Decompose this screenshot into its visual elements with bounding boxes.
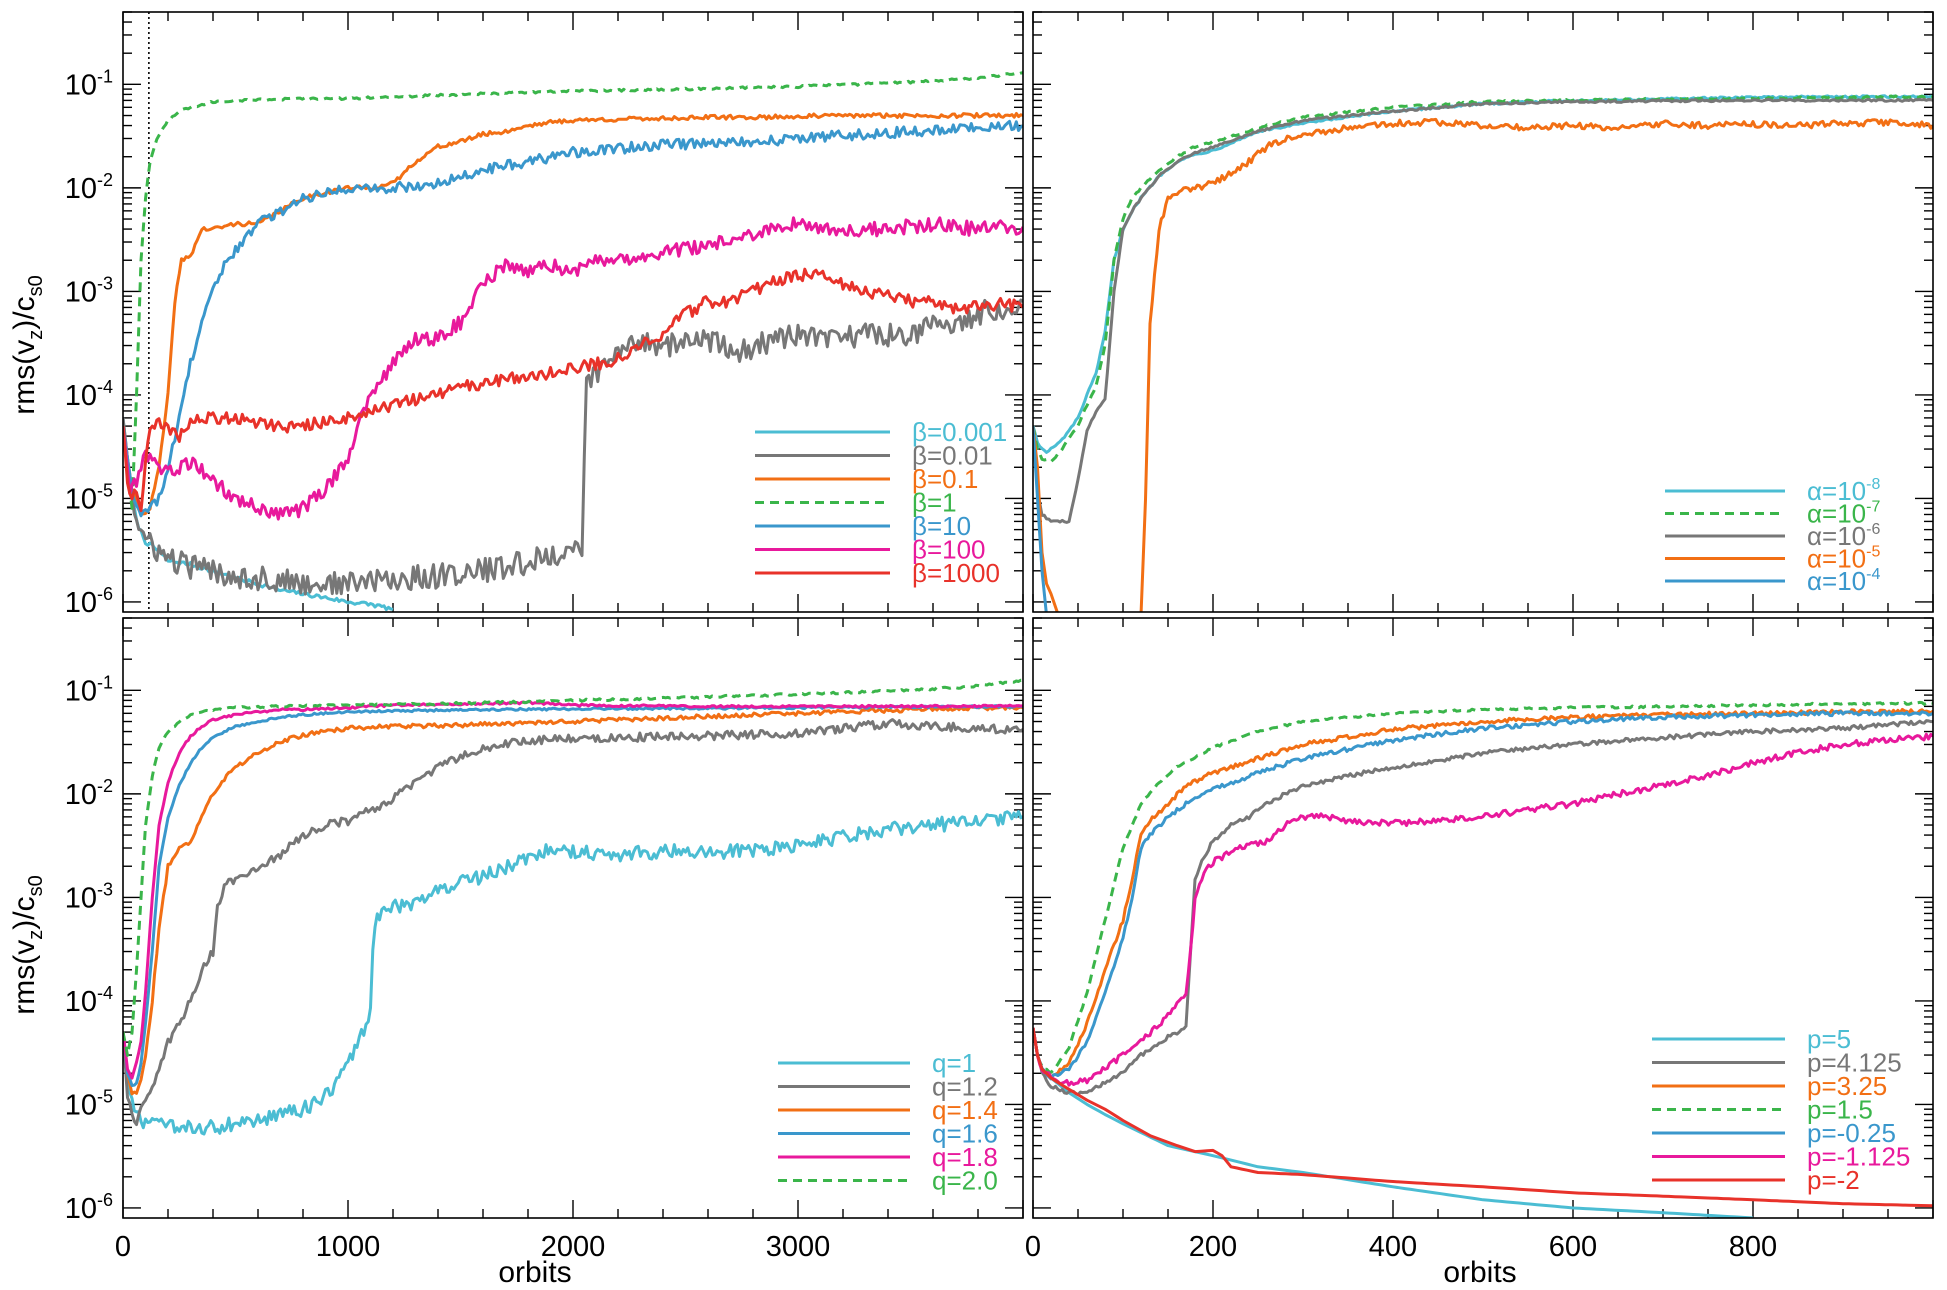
y-tick-label: 10-3: [65, 879, 113, 914]
legend-label: p=3.25: [1807, 1071, 1887, 1101]
series-line-cyan: [1033, 1027, 1754, 1218]
legend-label: q=2.0: [932, 1166, 998, 1196]
series-line-blue: [1033, 426, 1048, 612]
legend-label: p=5: [1807, 1024, 1851, 1054]
series-line-cyan: [123, 810, 1023, 1136]
x-tick-label: 0: [1025, 1231, 1041, 1263]
panel-top-left: 10-6 10-5 10-4 10-3 10-2 10-1 β=0.001β=0.01β=0…: [65, 11, 1024, 619]
series-line-orange: [1033, 707, 1933, 1079]
legend-label: q=1.8: [932, 1142, 998, 1172]
series-line-red: [1033, 1027, 1933, 1208]
panel-bottom-left: 10-6 10-5 10-4 10-3 10-2 10-1 0 1000 2000 3000 q=1…: [65, 617, 1024, 1263]
series-line-green: [1033, 700, 1933, 1074]
legend: q=1q=1.2q=1.4q=1.6q=1.8q=2.0: [778, 1048, 998, 1196]
legend-label: β=1000: [912, 558, 1000, 588]
panel-bottom-right: 0 200 400 600 800 p=5p=4.125p=3.25p=1.5p=-0.2…: [1025, 617, 1934, 1263]
series-line-gray: [123, 718, 1023, 1127]
series-line-magenta: [123, 700, 1023, 1080]
x-tick-label: 400: [1369, 1231, 1417, 1263]
series-line-orange: [1033, 425, 1059, 612]
series-line-green: [1033, 94, 1933, 464]
series-line-green: [123, 678, 1023, 1057]
y-tick-label: 10-3: [65, 273, 113, 308]
plot-frame: [1032, 617, 1934, 1219]
y-tick-label: 10-1: [65, 66, 113, 101]
x-tick-label: 2000: [541, 1231, 606, 1263]
series-line-orange: [1139, 117, 1933, 612]
legend-label: α=10-7: [1807, 499, 1880, 529]
series-line-blue: [123, 704, 1023, 1087]
y-axis-title-bottom: rms(vz)/cs0: [8, 875, 47, 1014]
series-line-green: [123, 71, 1023, 510]
series-line-gray: [1033, 719, 1933, 1097]
x-tick-label: 1000: [316, 1231, 381, 1263]
y-tick-label: 10-6: [65, 584, 113, 619]
series-line-magenta: [123, 216, 1023, 521]
legend-label: β=10: [912, 511, 971, 541]
legend-label: q=1.6: [932, 1119, 998, 1149]
legend-label: α=10-4: [1807, 566, 1880, 596]
legend-label: β=1: [912, 488, 957, 518]
series-line-blue: [1033, 709, 1933, 1081]
legend-label: p=-1.125: [1807, 1142, 1910, 1172]
legend-label: α=10-6: [1807, 521, 1880, 551]
y-tick-label: 10-5: [65, 480, 113, 515]
y-tick-label: 10-5: [65, 1086, 113, 1121]
y-tick-label: 10-2: [65, 776, 113, 811]
legend-label: β=0.001: [912, 417, 1007, 447]
series-line-orange: [123, 704, 1023, 1096]
legend-label: p=4.125: [1807, 1048, 1902, 1078]
legend: α=10-8α=10-7α=10-6α=10-5α=10-4: [1665, 476, 1880, 596]
x-tick-label: 800: [1729, 1231, 1777, 1263]
legend-label: α=10-5: [1807, 544, 1880, 574]
x-tick-label: 3000: [766, 1231, 831, 1263]
y-tick-label: 10-4: [65, 377, 113, 412]
series-line-magenta: [1033, 732, 1933, 1087]
x-tick-label: 600: [1549, 1231, 1597, 1263]
legend-label: β=0.1: [912, 464, 978, 494]
y-tick-label: 10-1: [65, 672, 113, 707]
y-tick-label: 10-6: [65, 1190, 113, 1225]
plot-frame: [1032, 11, 1934, 613]
legend-label: p=-0.25: [1807, 1118, 1896, 1148]
legend-label: q=1.2: [932, 1072, 998, 1102]
plot-frame: [122, 11, 1024, 613]
legend-label: q=1.4: [932, 1095, 998, 1125]
series-line-orange: [123, 112, 1023, 516]
x-tick-label: 0: [115, 1231, 131, 1263]
legend-label: q=1: [932, 1048, 976, 1078]
legend-label: α=10-8: [1807, 476, 1880, 506]
legend-label: β=100: [912, 535, 986, 565]
series-line-gray: [1033, 97, 1933, 524]
x-axis-title-left: orbits: [498, 1256, 571, 1289]
series-line-red: [123, 267, 1023, 513]
plot-frame: [122, 617, 1024, 1219]
x-axis-title-right: orbits: [1443, 1256, 1516, 1289]
y-tick-label: 10-2: [65, 170, 113, 205]
series-line-cyan: [1033, 94, 1933, 454]
series-line-blue: [123, 119, 1023, 518]
x-tick-label: 200: [1189, 1231, 1237, 1263]
legend-label: p=-2: [1807, 1165, 1860, 1195]
y-tick-label: 10-4: [65, 983, 113, 1018]
legend-label: β=0.01: [912, 441, 993, 471]
legend-label: p=1.5: [1807, 1095, 1873, 1125]
series-line-gray: [123, 298, 1023, 596]
y-axis-title-top: rms(vz)/cs0: [8, 275, 47, 414]
panel-top-right: α=10-8α=10-7α=10-6α=10-5α=10-4: [1032, 11, 1934, 613]
